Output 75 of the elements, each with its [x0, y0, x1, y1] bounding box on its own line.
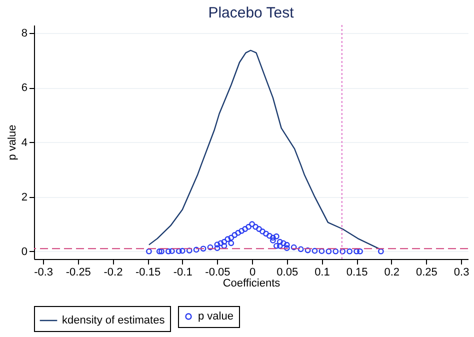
point	[221, 238, 228, 245]
point	[340, 248, 346, 254]
point	[228, 240, 234, 246]
point	[273, 233, 280, 240]
point	[273, 242, 280, 249]
x-tick-label: 0.25	[416, 266, 438, 278]
y-tick-label: 6	[21, 82, 28, 94]
point	[238, 228, 245, 234]
point	[176, 248, 182, 254]
point	[193, 246, 200, 253]
point	[284, 242, 290, 248]
point	[186, 248, 192, 254]
point	[284, 245, 290, 252]
x-tick-label: -0.3	[34, 266, 54, 278]
x-tick-label: -0.2	[104, 266, 123, 278]
point	[214, 242, 220, 248]
x-tick-label: 0	[249, 266, 256, 278]
chart-title: Placebo Test	[208, 4, 295, 22]
point	[235, 230, 242, 236]
x-tick-label: -0.05	[205, 266, 230, 278]
point	[158, 248, 164, 254]
point	[266, 232, 272, 239]
point	[318, 248, 325, 254]
point	[332, 248, 339, 254]
point	[146, 248, 152, 254]
point	[357, 248, 363, 254]
point	[218, 240, 224, 246]
point	[214, 245, 220, 252]
x-axis-title: Coefficients	[222, 278, 281, 290]
x-tick-label: 0.1	[314, 266, 330, 278]
legend-label: kdensity of estimates	[62, 314, 166, 326]
x-tick-label: -0.1	[173, 266, 192, 278]
point	[354, 248, 360, 254]
point	[346, 248, 353, 254]
point	[221, 242, 228, 249]
point	[270, 238, 276, 244]
line-series	[148, 50, 380, 250]
point	[252, 224, 258, 230]
x-tick-label: -0.25	[66, 266, 91, 278]
point	[304, 247, 311, 254]
x-tick-label: 0.2	[384, 266, 400, 278]
point	[276, 238, 283, 245]
point	[263, 230, 269, 237]
point	[378, 248, 384, 254]
point	[246, 224, 252, 230]
point	[280, 240, 286, 246]
point	[276, 242, 283, 249]
point	[256, 226, 262, 232]
point	[326, 248, 332, 254]
x-tick-label: 0.05	[276, 266, 298, 278]
y-axis-title: p value	[6, 124, 18, 160]
y-tick-label: 4	[21, 136, 28, 149]
point	[242, 226, 248, 232]
point	[179, 248, 186, 254]
y-tick-label: 8	[21, 28, 28, 40]
point	[224, 236, 231, 242]
y-tick-label: 0	[21, 246, 28, 258]
x-tick-label: 0.15	[346, 266, 368, 278]
y-tick-label: 2	[21, 191, 28, 204]
x-tick-label: 0.3	[454, 266, 470, 278]
point	[232, 232, 238, 238]
point	[298, 246, 304, 252]
point	[168, 248, 175, 254]
point	[260, 228, 266, 234]
point	[156, 248, 162, 254]
legend-label: p value	[198, 310, 234, 322]
point	[312, 248, 318, 254]
point	[207, 244, 214, 250]
point	[249, 221, 255, 228]
x-tick-label: -0.15	[136, 266, 161, 278]
point	[270, 234, 276, 241]
point	[200, 246, 206, 252]
point	[166, 248, 172, 254]
point	[290, 244, 297, 250]
point	[228, 234, 234, 241]
